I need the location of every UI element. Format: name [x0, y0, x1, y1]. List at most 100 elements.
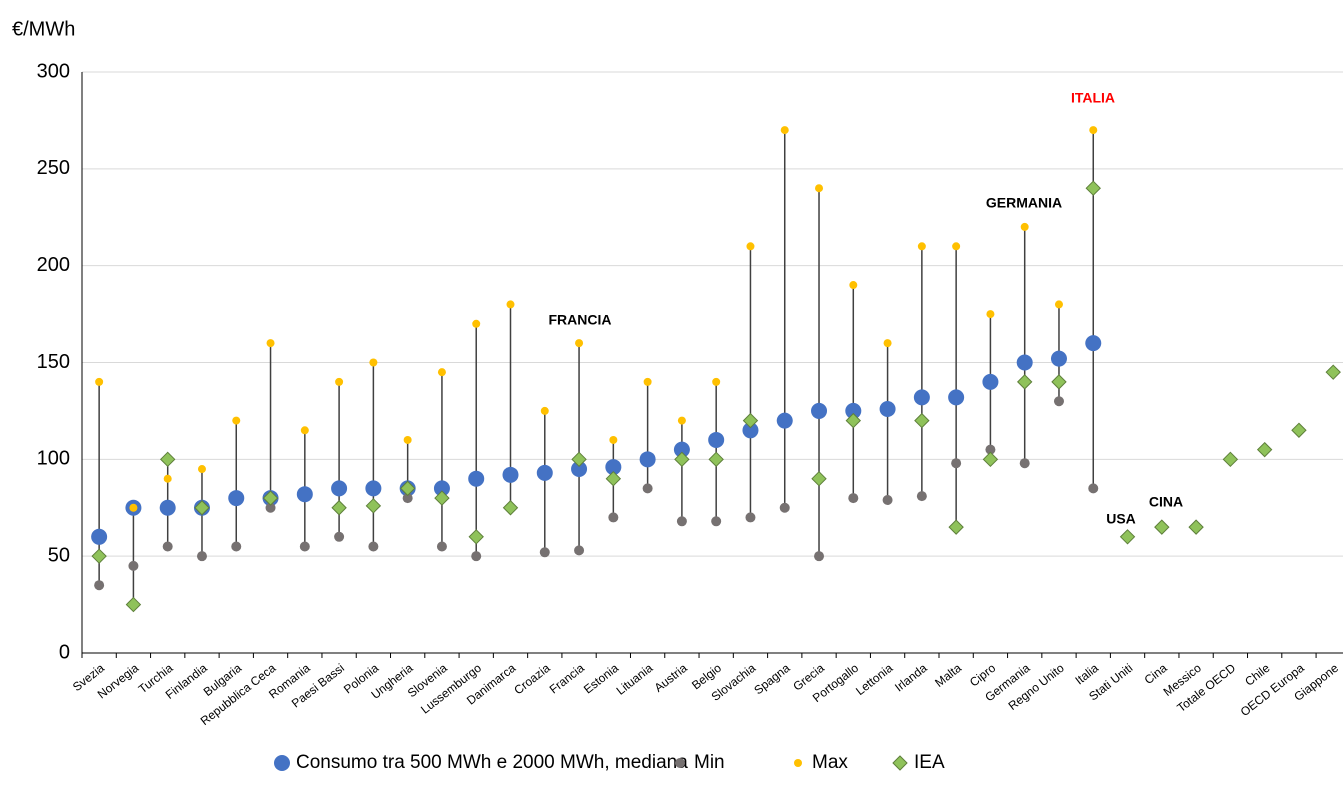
- median-dot: [536, 464, 553, 481]
- max-dot: [1054, 300, 1063, 309]
- min-dot: [1053, 396, 1064, 407]
- min-dot: [94, 580, 105, 591]
- iea-diamond: [1256, 441, 1273, 458]
- iea-diamond: [571, 451, 587, 468]
- min-dot: [471, 551, 482, 562]
- median-dot: [673, 441, 690, 458]
- x-tick-label: Spagna: [751, 661, 792, 698]
- median-dot: [639, 451, 656, 468]
- min-dot: [608, 512, 619, 523]
- y-tick-label: 0: [59, 641, 70, 663]
- iea-diamond: [434, 490, 450, 506]
- iea-diamond: [262, 490, 279, 506]
- annotation: FRANCIA: [549, 312, 612, 328]
- max-dot: [1020, 222, 1029, 231]
- max-dot: [883, 339, 892, 348]
- y-tick-label: 150: [37, 351, 70, 373]
- x-tick-label: Croazia: [511, 661, 552, 698]
- median-dot: [811, 402, 828, 419]
- iea-diamond: [1051, 374, 1067, 390]
- max-dot: [95, 377, 104, 386]
- min-dot: [196, 551, 207, 562]
- iea-diamond: [1222, 451, 1239, 468]
- max-dot: [609, 435, 618, 444]
- max-dot: [300, 426, 309, 435]
- legend-item: Max: [794, 752, 848, 773]
- legend-item: IEA: [892, 752, 945, 773]
- median-dot: [296, 486, 313, 503]
- iea-diamond: [811, 470, 827, 487]
- min-dot: [368, 541, 379, 552]
- min-dot: [642, 483, 653, 494]
- min-dot: [231, 541, 242, 552]
- max-dot: [986, 310, 995, 319]
- min-dot: [128, 560, 139, 571]
- median-dot: [948, 389, 965, 406]
- max-dot: [437, 368, 446, 377]
- median-dot: [365, 480, 382, 497]
- iea-diamond: [742, 412, 759, 429]
- legend-marker: [274, 755, 290, 771]
- min-dot: [436, 541, 447, 552]
- iea-diamond: [91, 548, 107, 564]
- min-dot: [402, 493, 413, 504]
- min-dot: [779, 502, 790, 513]
- x-tick-label: Estonia: [581, 661, 621, 697]
- annotation: USA: [1106, 511, 1136, 527]
- legend-marker: [675, 758, 685, 768]
- x-tick-label: Lettonia: [853, 661, 896, 699]
- max-dot: [677, 416, 686, 425]
- iea-diamond: [605, 470, 622, 487]
- median-dot: [1016, 354, 1033, 371]
- max-dot: [163, 474, 172, 483]
- median-dot: [331, 480, 348, 497]
- iea-diamond: [1154, 519, 1170, 535]
- median-dot: [879, 400, 896, 417]
- iea-diamond: [468, 529, 484, 545]
- max-dot: [472, 319, 481, 328]
- min-dot: [814, 551, 825, 562]
- min-dot: [1019, 458, 1030, 469]
- iea-diamond: [982, 451, 999, 468]
- max-dot: [197, 465, 206, 474]
- min-dot: [299, 541, 310, 552]
- max-dot: [849, 281, 858, 290]
- median-dot: [913, 389, 930, 406]
- min-dot: [162, 541, 173, 552]
- max-dot: [232, 416, 241, 425]
- max-dot: [540, 406, 549, 415]
- max-dot: [780, 126, 789, 135]
- min-dot: [848, 493, 859, 504]
- min-dot: [916, 491, 927, 502]
- max-dot: [335, 377, 344, 386]
- max-dot: [643, 377, 652, 386]
- x-tick-label: Malta: [932, 661, 964, 690]
- annotation: ITALIA: [1071, 90, 1115, 106]
- max-dot: [1089, 126, 1098, 135]
- x-tick-label: Irlanda: [892, 661, 930, 695]
- median-dot: [708, 431, 725, 448]
- median-dot: [742, 422, 759, 439]
- max-dot: [369, 358, 378, 367]
- median-dot: [228, 490, 245, 507]
- iea-diamond: [399, 480, 416, 497]
- iea-diamond: [1188, 519, 1204, 535]
- iea-diamond: [674, 451, 690, 468]
- iea-diamond: [365, 498, 382, 514]
- median-dot: [159, 499, 176, 516]
- y-axis-label: €/MWh: [12, 18, 75, 40]
- median-dot: [982, 373, 999, 390]
- median-dot: [91, 528, 108, 545]
- max-dot: [575, 339, 584, 348]
- y-tick-label: 50: [48, 544, 70, 566]
- min-dot: [985, 444, 996, 455]
- legend-marker: [892, 755, 908, 771]
- iea-diamond: [1119, 529, 1136, 545]
- median-dot: [776, 412, 793, 429]
- min-dot: [676, 516, 687, 527]
- iea-diamond: [502, 500, 519, 516]
- min-dot: [882, 495, 893, 506]
- x-tick-label: Francia: [547, 661, 587, 697]
- iea-diamond: [159, 451, 176, 468]
